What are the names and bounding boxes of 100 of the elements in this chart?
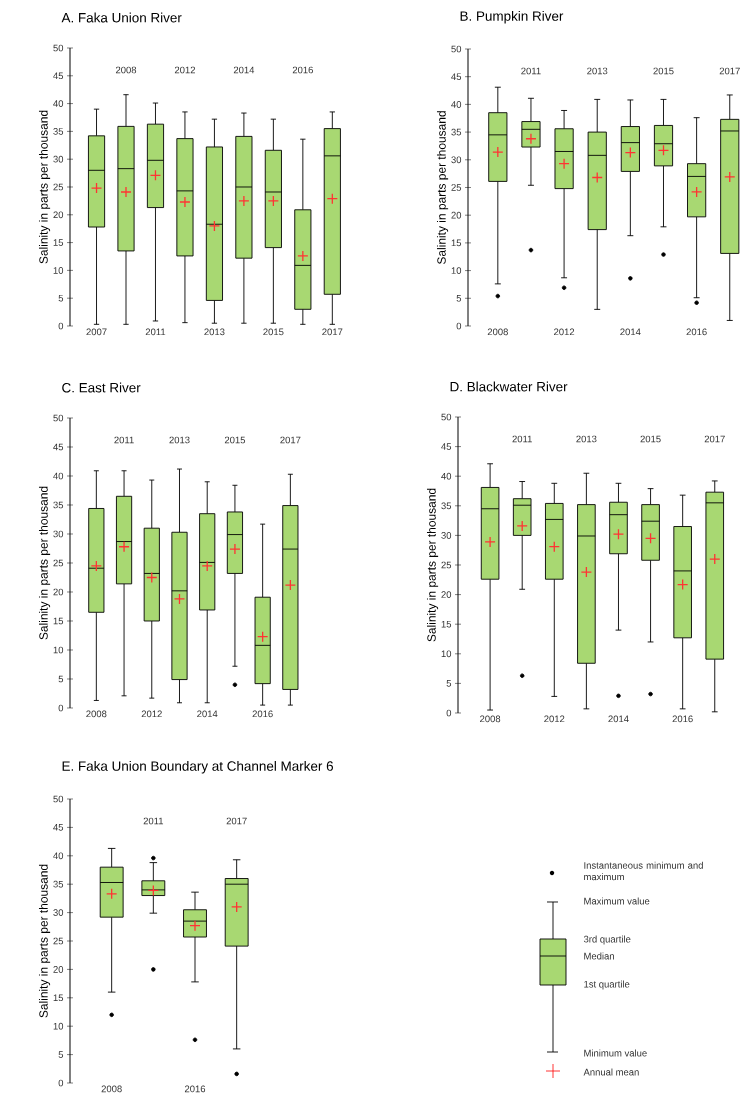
x-tick-label: 2016 — [686, 328, 707, 336]
x-tick-label: 2014 — [233, 66, 255, 74]
x-tick-label: 2011 — [143, 817, 164, 825]
x-tick-label: 2012 — [544, 715, 565, 723]
x-tick-label: 2012 — [141, 710, 162, 718]
x-tick-label: 2015 — [224, 436, 246, 444]
x-tick-label: 2016 — [672, 715, 693, 723]
y-tick-label: 25 — [451, 184, 462, 191]
y-tick-label: 25 — [53, 937, 64, 945]
y-tick-label: 35 — [441, 502, 452, 510]
y-tick-label: 35 — [53, 128, 64, 135]
y-tick-label: 30 — [53, 909, 64, 916]
x-tick-label: 2008 — [480, 715, 501, 723]
x-tick-label: 2008 — [101, 1085, 122, 1093]
y-tick-label: 20 — [441, 591, 452, 598]
x-tick-label: 2014 — [620, 328, 641, 336]
y-tick-label: 50 — [53, 44, 64, 52]
y-tick-label: 0 — [58, 1079, 64, 1087]
y-tick-label: 0 — [456, 322, 462, 330]
y-tick-label: 25 — [53, 559, 64, 567]
y-tick-label: 0 — [446, 709, 452, 717]
y-tick-label: 30 — [53, 530, 64, 538]
y-tick-label: 50 — [451, 45, 462, 53]
y-tick-label: 45 — [53, 72, 64, 80]
y-tick-label: 30 — [53, 155, 64, 163]
text: Maximum value — [584, 897, 650, 905]
x-tick-label: 2008 — [115, 66, 137, 74]
chart-title: D. Blackwater River — [450, 381, 568, 392]
y-tick-label: 15 — [441, 620, 452, 628]
x-tick-label: 2017 — [280, 436, 301, 444]
text: Annual mean — [583, 1068, 639, 1076]
text: 3rd quartile — [583, 935, 631, 945]
y-tick-label: 45 — [53, 443, 64, 451]
x-tick-label: 2014 — [197, 710, 218, 718]
y-tick-label: 35 — [53, 501, 64, 509]
y-tick-label: 35 — [53, 880, 64, 888]
chart-title: C. East River — [62, 382, 141, 393]
x-tick-label: 2016 — [184, 1085, 206, 1093]
y-axis-title: Salinity in parts per thousand — [426, 488, 439, 642]
y-tick-label: 40 — [451, 101, 462, 108]
y-axis-title: Salinity in parts per thousand — [38, 864, 51, 1018]
x-tick-label: 2013 — [587, 67, 608, 75]
text: Instantaneous minimum and maximum — [584, 861, 703, 881]
x-tick-label: 2008 — [487, 328, 508, 336]
y-tick-label: 40 — [53, 852, 64, 860]
y-tick-label: 10 — [441, 650, 452, 658]
x-tick-label: 2013 — [576, 435, 597, 443]
x-tick-label: 2012 — [554, 328, 575, 336]
y-tick-label: 50 — [53, 795, 64, 803]
x-tick-label: 2016 — [292, 66, 313, 74]
x-tick-label: 2011 — [145, 328, 166, 336]
x-tick-label: 2017 — [322, 328, 343, 336]
y-tick-label: 50 — [441, 413, 452, 421]
y-tick-label: 5 — [446, 680, 452, 687]
text: Median — [584, 952, 614, 960]
x-tick-label: 2011 — [114, 436, 134, 444]
y-tick-label: 35 — [451, 128, 462, 136]
y-tick-label: 5 — [58, 675, 64, 683]
y-tick-label: 0 — [58, 704, 64, 712]
y-tick-label: 45 — [53, 824, 64, 831]
y-tick-label: 40 — [53, 472, 64, 480]
x-tick-label: 2012 — [174, 66, 195, 74]
y-tick-label: 50 — [53, 414, 64, 422]
chart-title: A. Faka Union River — [61, 12, 182, 23]
x-tick-label: 2017 — [226, 817, 247, 825]
x-tick-label: 2017 — [704, 435, 725, 443]
chart-title: E. Faka Union Boundary at Channel Marker 6 — [62, 760, 334, 774]
y-tick-label: 10 — [53, 646, 64, 654]
y-tick-label: 20 — [53, 966, 64, 973]
y-tick-label: 40 — [441, 472, 452, 480]
x-tick-label: 2014 — [608, 715, 629, 723]
y-tick-label: 15 — [53, 239, 64, 246]
text: Minimum value — [584, 1049, 647, 1057]
x-tick-label: 2011 — [512, 435, 532, 443]
y-axis-title: Salinity in parts per thousand — [38, 110, 51, 264]
y-tick-label: 45 — [451, 73, 462, 80]
y-tick-label: 25 — [441, 561, 452, 569]
y-tick-label: 40 — [53, 100, 64, 107]
y-tick-label: 15 — [53, 994, 64, 1002]
y-tick-label: 10 — [451, 267, 462, 274]
y-axis-title: Salinity in parts per thousand — [38, 486, 51, 640]
y-tick-label: 20 — [451, 211, 462, 219]
y-tick-label: 45 — [441, 443, 452, 450]
y-tick-label: 5 — [58, 294, 64, 302]
y-tick-label: 0 — [58, 322, 64, 330]
x-tick-label: 2015 — [263, 328, 284, 336]
x-tick-label: 2015 — [653, 67, 674, 75]
y-tick-label: 10 — [53, 1022, 64, 1030]
y-tick-label: 5 — [58, 1051, 64, 1058]
y-tick-label: 25 — [53, 183, 64, 191]
x-tick-label: 2016 — [252, 710, 273, 718]
x-tick-label: 2017 — [719, 67, 740, 75]
x-tick-label: 2007 — [86, 328, 107, 336]
y-tick-label: 15 — [53, 617, 64, 625]
y-tick-label: 10 — [53, 267, 64, 274]
y-tick-label: 20 — [53, 211, 64, 219]
x-tick-label: 2015 — [640, 435, 661, 443]
chart-title: B. Pumpkin River — [460, 10, 564, 24]
y-tick-label: 30 — [451, 156, 462, 164]
y-tick-label: 15 — [451, 239, 462, 247]
